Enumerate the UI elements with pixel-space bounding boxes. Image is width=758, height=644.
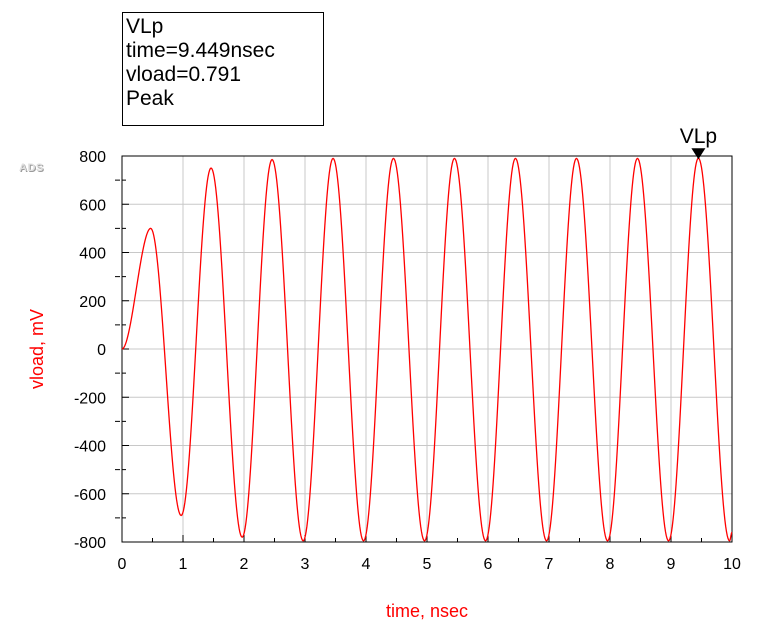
y-tick-label: 400 (79, 246, 106, 263)
marker-label: VLp (680, 125, 717, 148)
ads-logo: ADS (19, 162, 44, 174)
chart-grid (122, 156, 732, 542)
y-tick-label: 200 (79, 294, 106, 311)
x-tick-label: 4 (362, 556, 371, 573)
marker-readout-value: vload=0.791 (126, 63, 242, 86)
y-tick-label: -400 (74, 439, 106, 456)
x-tick-label: 2 (240, 556, 249, 573)
x-tick-label: 10 (723, 556, 741, 573)
y-tick-label: -600 (74, 487, 106, 504)
marker-readout-name: VLp (126, 15, 164, 38)
marker-readout-type: Peak (126, 87, 174, 110)
y-tick-label: -200 (74, 390, 106, 407)
x-tick-label: 0 (118, 556, 127, 573)
y-tick-label: 800 (79, 149, 106, 166)
y-axis-label: vload, mV (27, 309, 47, 389)
x-axis-label: time, nsec (386, 601, 468, 621)
x-tick-label: 5 (423, 556, 432, 573)
x-tick-label: 3 (301, 556, 310, 573)
x-tick-label: 1 (179, 556, 188, 573)
x-tick-label: 6 (484, 556, 493, 573)
y-tick-labels: 800 600 400 200 0 -200 -400 -600 -800 (74, 149, 106, 552)
marker-triangle[interactable] (691, 148, 706, 160)
x-tick-label: 9 (667, 556, 676, 573)
y-tick-label: 0 (97, 342, 106, 359)
y-tick-label: 600 (79, 197, 106, 214)
y-tick-label: -800 (74, 535, 106, 552)
vload-trace (121, 157, 733, 542)
x-tick-label: 7 (545, 556, 554, 573)
marker-readout-box: VLp time=9.449nsec vload=0.791 Peak (122, 12, 324, 126)
x-tick-labels: 0 1 2 3 4 5 6 7 8 9 10 (118, 556, 741, 573)
x-tick-label: 8 (606, 556, 615, 573)
marker-readout-time: time=9.449nsec (126, 39, 275, 62)
